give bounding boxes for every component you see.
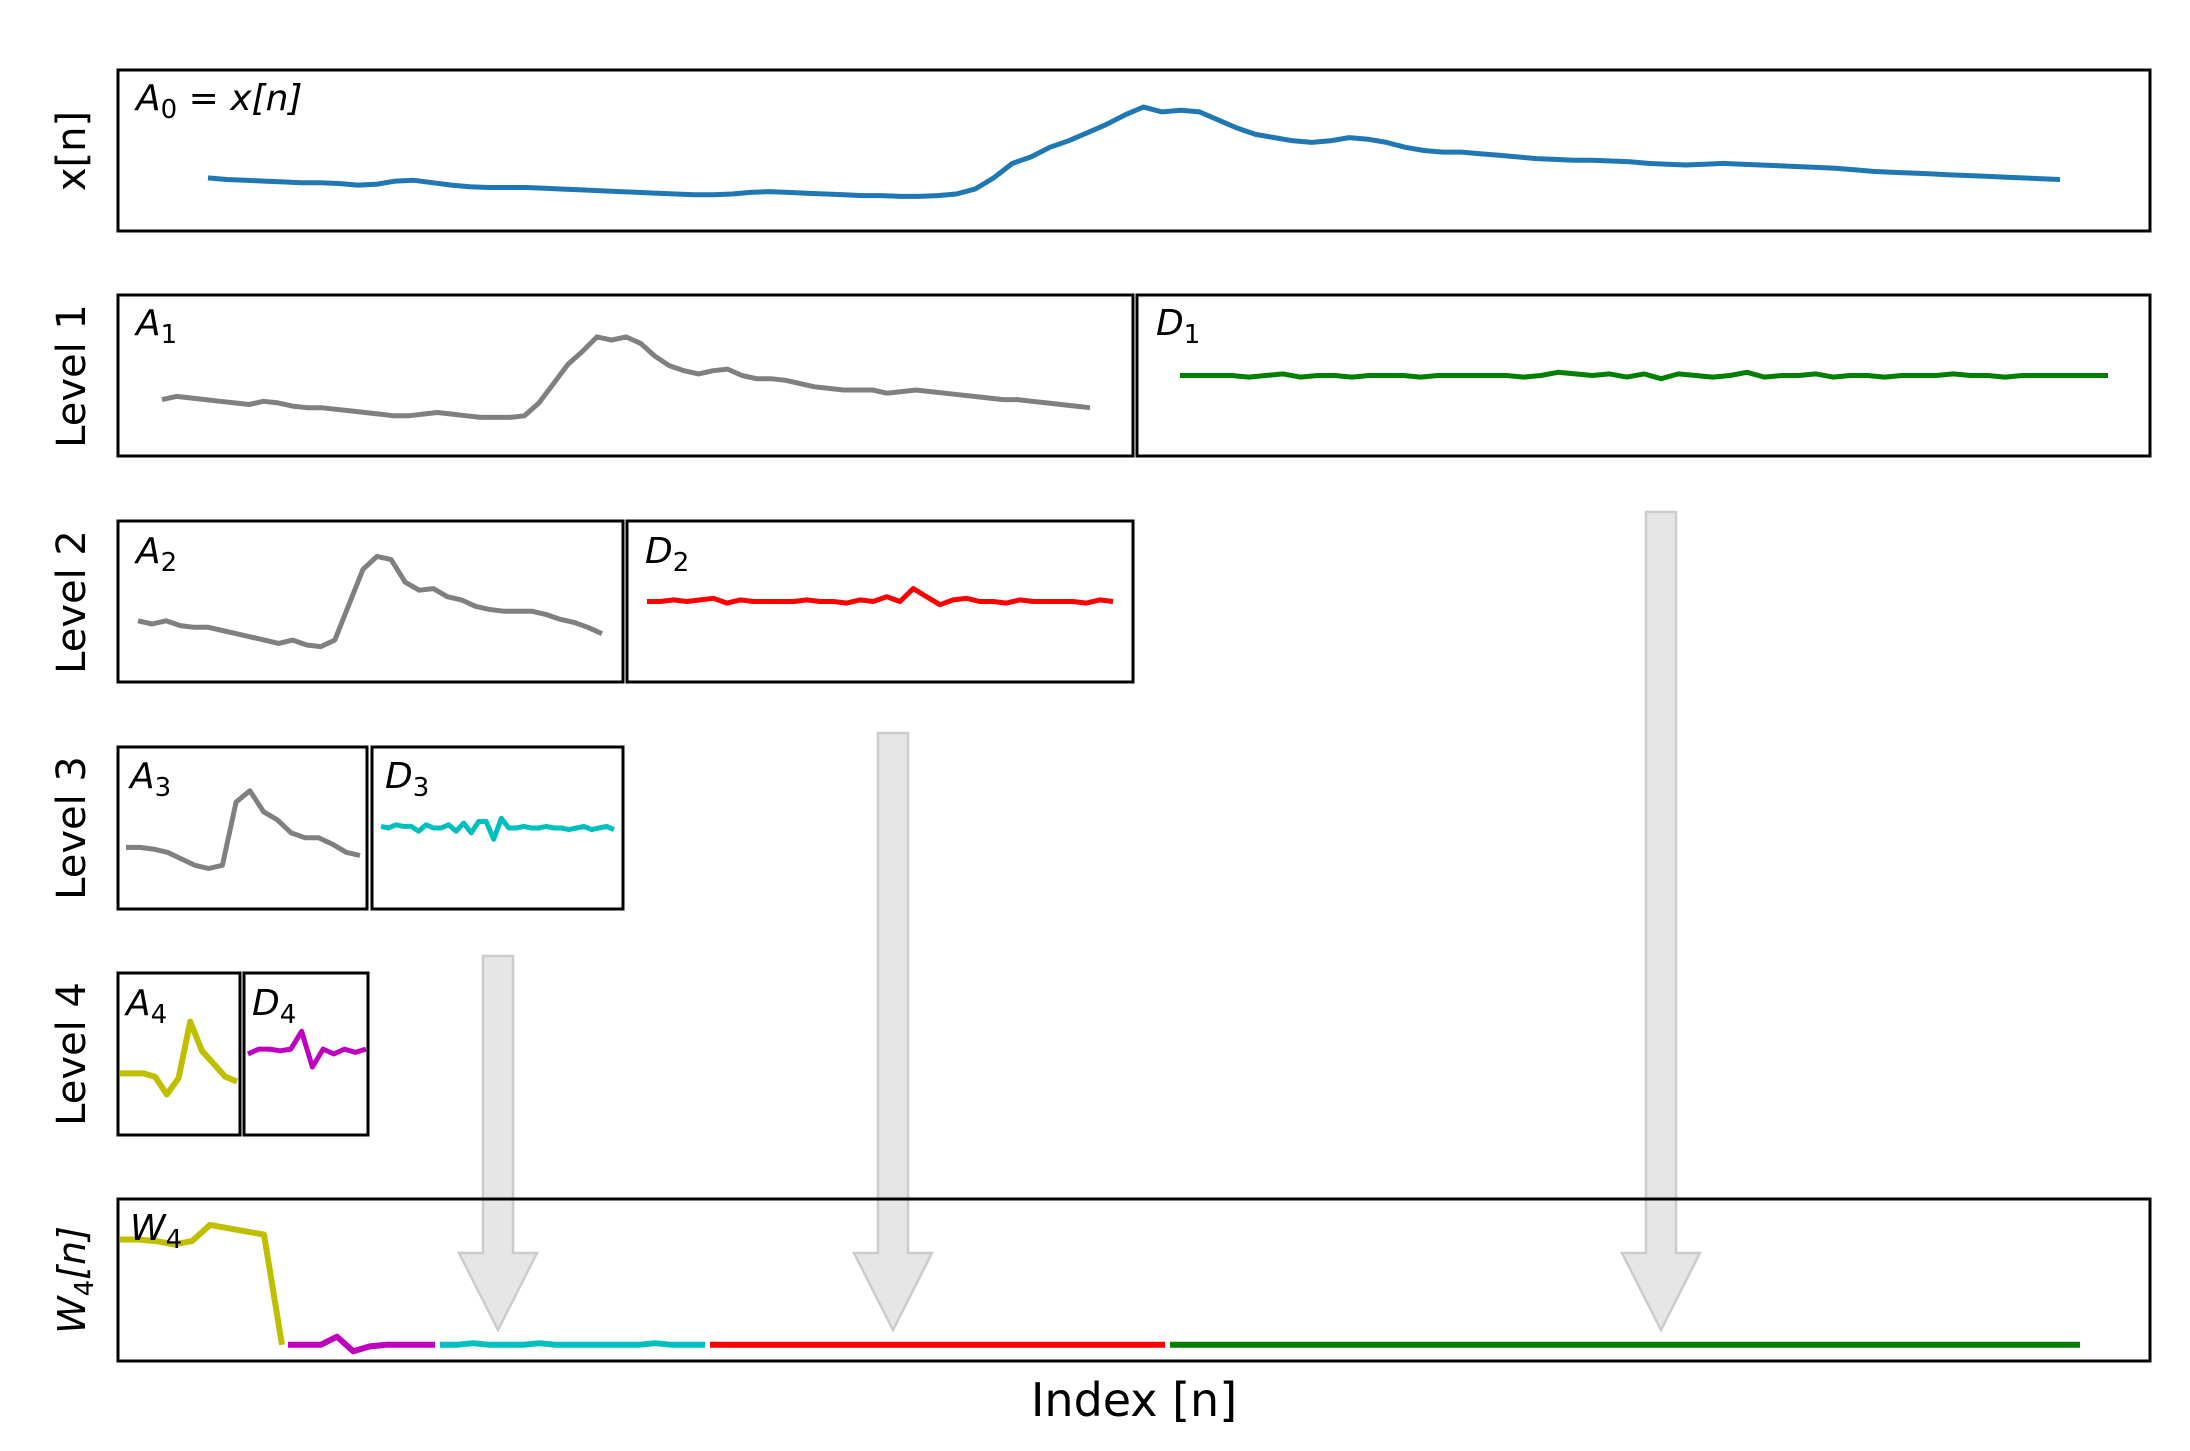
w4-segment-a4-line	[120, 1221, 285, 1346]
series-group	[120, 104, 2108, 1355]
series-d3-line	[380, 815, 615, 842]
panel-a3-frame	[116, 745, 369, 911]
series-d1-line	[1180, 369, 2108, 382]
panel-a1-frame	[116, 293, 1135, 458]
panel-label-d1: D1	[1156, 303, 1200, 350]
row-label-w4: W4[n]	[50, 1226, 100, 1334]
series-a1-line	[161, 334, 1091, 420]
panel-d2-frame	[625, 519, 1135, 684]
panel-label-d4: D4	[252, 983, 296, 1030]
w4-segment-d4-line	[288, 1333, 435, 1355]
panel-d4-frame	[242, 971, 370, 1137]
panel-a4-frame	[116, 971, 242, 1137]
panel-d3-frame	[370, 745, 625, 911]
panel-label-a1: A1	[134, 303, 177, 350]
row-label-level-1: Level 1	[49, 304, 95, 448]
series-a0-line	[207, 104, 2061, 199]
panel-label-w4: W4	[130, 1208, 182, 1255]
panel-d1-frame	[1135, 293, 2152, 458]
series-d2-line	[647, 586, 1114, 608]
panel-a0-frame	[116, 68, 2152, 233]
arrows-group	[456, 510, 1703, 1333]
panel-a2-frame	[116, 519, 625, 684]
arrow-d3-to-w4	[456, 954, 540, 1333]
panel-label-a3: A3	[128, 756, 171, 803]
series-a3-line	[126, 788, 361, 871]
panel-label-a2: A2	[134, 531, 177, 578]
row-label-level-2: Level 2	[49, 530, 95, 674]
series-a2-line	[137, 553, 604, 650]
panel-w4-frame	[116, 1197, 2152, 1363]
panel-label-a4: A4	[124, 983, 167, 1030]
panel-label-a0: A0 = x[n]	[134, 78, 302, 125]
row-label-x: x[n]	[49, 111, 95, 191]
row-label-level-4: Level 4	[49, 982, 95, 1126]
panel-label-d3: D3	[385, 756, 429, 803]
series-d4-line	[246, 1028, 367, 1070]
arrow-d2-to-w4	[851, 731, 935, 1333]
arrow-d1-to-w4	[1619, 510, 1703, 1333]
panel-label-d2: D2	[645, 531, 689, 578]
series-a4-line	[120, 1018, 239, 1098]
row-label-level-3: Level 3	[49, 756, 95, 900]
x-axis-label: Index [n]	[1031, 1373, 1237, 1427]
w4-segment-d3-line	[440, 1340, 705, 1348]
